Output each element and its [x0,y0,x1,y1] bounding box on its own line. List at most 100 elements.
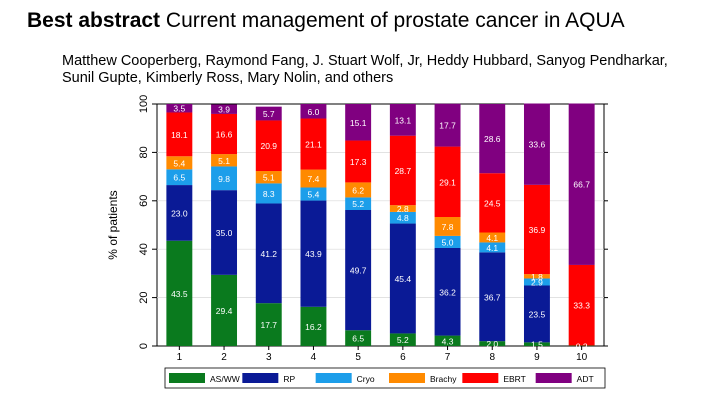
bar-segment [434,235,461,248]
legend-label: AS/WW [210,374,240,384]
bar-segment [300,306,327,346]
bar-segment [255,303,282,346]
bar-segment [345,182,372,198]
bar-value-label: 17.7 [260,320,277,330]
bar-value-label: 2.8 [397,204,409,214]
bar-segment [166,185,193,241]
bar-segment [568,264,595,346]
bar-value-label: 28.7 [395,166,412,176]
bar-value-label: 33.3 [573,301,590,311]
bar-segment [300,187,327,201]
bar-segment [211,104,238,114]
bar-segment [345,330,372,346]
bar-segment [255,183,282,204]
bar-value-label: 41.2 [260,249,277,259]
bar-segment [434,335,461,346]
bar-segment [389,211,416,224]
bar-value-label: 5.7 [263,109,275,119]
bar-segment [255,171,282,184]
bar-segment [523,274,550,279]
bar-value-label: 23.0 [171,208,188,218]
bar-segment [434,103,461,147]
bar-value-label: 6.5 [173,173,185,183]
bar-value-label: 36.7 [484,292,501,302]
slide-title: Best abstract Current management of pros… [27,9,625,33]
bar-value-label: 9.8 [218,174,230,184]
bar-segment [300,169,327,188]
y-tick-label: 60 [138,195,150,207]
bar-segment [389,135,416,206]
bar-value-label: 5.2 [352,199,364,209]
x-tick-label: 6 [400,352,406,363]
bar-segment [211,274,238,346]
y-axis-title: % of patients [106,190,120,259]
bar-value-label: 29.1 [439,177,456,187]
bar-segment [479,104,506,174]
bar-value-label: 7.4 [308,174,320,184]
bar-segment [255,120,282,172]
bar-segment [345,197,372,210]
bar-segment [211,154,238,167]
x-tick-label: 1 [177,352,183,363]
x-tick-label: 4 [311,352,317,363]
x-tick-label: 10 [576,352,588,363]
bar-segment [166,240,193,346]
bar-value-label: 6.5 [352,334,364,344]
bar-segment [434,146,461,218]
legend-label: EBRT [503,374,526,384]
bar-value-label: 33.6 [529,140,546,150]
bar-value-label: 6.2 [352,185,364,195]
bar-value-label: 15.1 [350,118,367,128]
bar-segment [300,104,327,119]
bar-segment [479,341,506,346]
bar-segment [166,112,193,157]
bar-segment [523,278,550,286]
bar-segment [434,217,461,236]
bar-segment [479,252,506,342]
bar-value-label: 16.6 [216,130,233,140]
legend-swatch [462,373,499,383]
y-tick-label: 80 [138,146,150,158]
bar-value-label: 29.4 [216,306,233,316]
author-list: Matthew Cooperberg, Raymond Fang, J. Stu… [62,53,668,86]
legend: AS/WW RP Cryo Brachy EBRT ADT [164,367,606,389]
bar-value-label: 35.0 [216,228,233,238]
bar-value-label: 66.7 [573,180,590,190]
bar-value-label: 5.4 [308,190,320,200]
y-tick-label: 20 [138,291,150,303]
legend-label: ADT [577,374,594,384]
x-tick-label: 2 [221,352,227,363]
bar-segment [568,103,595,265]
bar-segment [523,184,550,275]
bar-value-label: 36.2 [439,287,456,297]
legend-label: RP [283,374,295,384]
bar-segment [523,285,550,343]
x-tick-label: 5 [355,352,361,363]
bar-value-label: 3.9 [218,105,230,115]
bar-segment [166,169,193,186]
bar-value-label: 1.8 [531,272,543,282]
bar-segment [211,190,238,275]
bar-segment [523,103,550,185]
bar-segment [434,247,461,336]
bar-value-label: 45.4 [395,274,412,284]
bar-segment [389,223,416,334]
bar-segment [166,156,193,170]
bar-value-label: 36.9 [529,225,546,235]
bar-segment [479,232,506,243]
legend-label: Brachy [430,374,457,384]
bar-value-label: 43.5 [171,289,188,299]
x-tick-label: 8 [489,352,495,363]
bar-value-label: 28.6 [484,134,501,144]
bar-value-label: 16.2 [305,322,322,332]
bar-value-label: 4.1 [486,233,498,243]
x-tick-label: 3 [266,352,272,363]
bar-value-label: 2.0 [486,339,498,349]
bar-segment [479,242,506,253]
y-axis-title-group: % of patients [106,190,120,259]
bar-value-label: 6.0 [308,107,320,117]
bar-segment [389,205,416,212]
plot-frame [156,103,605,347]
bar-segment [211,166,238,191]
